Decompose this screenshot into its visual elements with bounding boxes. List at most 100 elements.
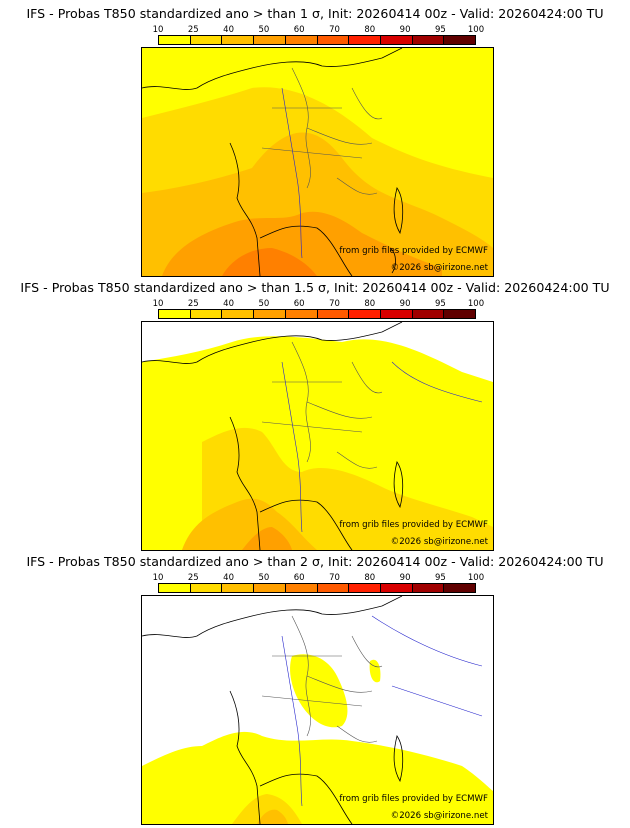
colorbar-ticks: 10 25 40 50 60 70 80 90 95 100: [153, 299, 485, 309]
probability-map: from grib files provided by ECMWF ©2026 …: [141, 47, 494, 277]
colorbar-ticks: 10 25 40 50 60 70 80 90 95 100: [153, 573, 485, 583]
tick-label: 70: [329, 573, 340, 583]
tick-label: 40: [223, 299, 235, 309]
panel-2sigma: IFS - Probas T850 standardized ano > tha…: [0, 548, 630, 825]
map-graphic: [142, 48, 493, 276]
tick-label: 90: [399, 573, 411, 583]
colorbar-swatch: [222, 310, 255, 318]
colorbar-swatch: [412, 584, 445, 592]
colorbar-swatch: [317, 584, 350, 592]
tick-label: 80: [364, 299, 376, 309]
panel-title: IFS - Probas T850 standardized ano > tha…: [20, 280, 610, 295]
colorbar: [158, 35, 476, 45]
tick-label: 10: [152, 573, 164, 583]
map-graphic: [142, 322, 493, 550]
tick-label: 80: [364, 25, 376, 35]
colorbar-swatch: [380, 36, 413, 44]
tick-label: 100: [467, 299, 485, 309]
prob-50-region: [242, 527, 292, 550]
colorbar-swatch: [254, 584, 286, 592]
probability-map: from grib files provided by ECMWF ©2026 …: [141, 595, 494, 825]
tick-label: 70: [329, 299, 340, 309]
panel-title: IFS - Probas T850 standardized ano > tha…: [26, 6, 604, 21]
coastline: [142, 596, 404, 824]
colorbar-swatch: [380, 584, 413, 592]
tick-label: 60: [293, 25, 305, 35]
colorbar-swatch: [159, 584, 191, 592]
colorbar-ticks: 10 25 40 50 60 70 80 90 95 100: [153, 25, 485, 35]
colorbar-swatch: [222, 584, 255, 592]
land-low-region-south: [142, 731, 493, 824]
tick-label: 25: [187, 573, 199, 583]
colorbar-swatch: [254, 310, 286, 318]
tick-label: 40: [223, 25, 235, 35]
tick-label: 10: [152, 299, 164, 309]
colorbar-swatch: [317, 310, 350, 318]
credit-copyright: ©2026 sb@irizone.net: [390, 263, 488, 273]
panel-1-5sigma: IFS - Probas T850 standardized ano > tha…: [0, 274, 630, 551]
tick-label: 10: [152, 25, 164, 35]
prob-25-region: [232, 794, 302, 824]
colorbar-swatch: [159, 310, 191, 318]
colorbar-swatch: [412, 36, 445, 44]
credit-copyright: ©2026 sb@irizone.net: [390, 537, 488, 547]
panel-1sigma: IFS - Probas T850 standardized ano > tha…: [0, 0, 630, 277]
land-low-region-north: [290, 654, 348, 728]
colorbar-swatch: [285, 36, 318, 44]
tick-label: 90: [399, 299, 411, 309]
colorbar-swatch: [190, 310, 223, 318]
colorbar-swatch: [444, 36, 476, 44]
tick-label: 25: [187, 25, 199, 35]
borders: [261, 341, 383, 469]
colorbar-swatch: [444, 584, 476, 592]
tick-label: 95: [434, 25, 446, 35]
colorbar-swatch: [222, 36, 255, 44]
panel-title: IFS - Probas T850 standardized ano > tha…: [26, 554, 604, 569]
colorbar-swatch: [444, 310, 476, 318]
tick-label: 60: [293, 299, 305, 309]
tick-label: 80: [364, 573, 376, 583]
colorbar-swatch: [349, 36, 381, 44]
colorbar-swatch: [317, 36, 350, 44]
probability-map: from grib files provided by ECMWF ©2026 …: [141, 321, 494, 551]
borders: [261, 67, 383, 195]
tick-label: 100: [467, 25, 485, 35]
credit-source: from grib files provided by ECMWF: [339, 520, 488, 530]
tick-label: 50: [258, 25, 270, 35]
colorbar-swatch: [380, 310, 413, 318]
tick-label: 50: [258, 573, 270, 583]
tick-label: 70: [329, 25, 340, 35]
tick-label: 40: [223, 573, 235, 583]
map-graphic: [142, 596, 493, 824]
rivers: [281, 87, 303, 259]
tick-label: 95: [434, 573, 446, 583]
colorbar-swatch: [285, 310, 318, 318]
credit-copyright: ©2026 sb@irizone.net: [390, 811, 488, 821]
colorbar: [158, 309, 476, 319]
tick-label: 90: [399, 25, 411, 35]
colorbar-swatch: [190, 584, 223, 592]
colorbar-swatch: [349, 310, 381, 318]
tick-label: 95: [434, 299, 446, 309]
prob-50-region: [162, 211, 442, 276]
colorbar-swatch: [349, 584, 381, 592]
tick-label: 60: [293, 573, 305, 583]
colorbar-swatch: [254, 36, 286, 44]
prob-40-region: [257, 809, 288, 824]
rivers: [281, 361, 483, 533]
colorbar-swatch: [159, 36, 191, 44]
tick-label: 25: [187, 299, 199, 309]
tick-label: 100: [467, 573, 485, 583]
credit-source: from grib files provided by ECMWF: [339, 246, 488, 256]
colorbar-swatch: [190, 36, 223, 44]
prob-60-region: [222, 248, 317, 276]
borders: [261, 615, 383, 743]
coastline: [142, 322, 404, 550]
colorbar: [158, 583, 476, 593]
colorbar-swatch: [412, 310, 445, 318]
colorbar-swatch: [285, 584, 318, 592]
rivers: [281, 615, 483, 807]
tick-label: 50: [258, 299, 270, 309]
credit-source: from grib files provided by ECMWF: [339, 794, 488, 804]
coastline: [142, 48, 404, 276]
